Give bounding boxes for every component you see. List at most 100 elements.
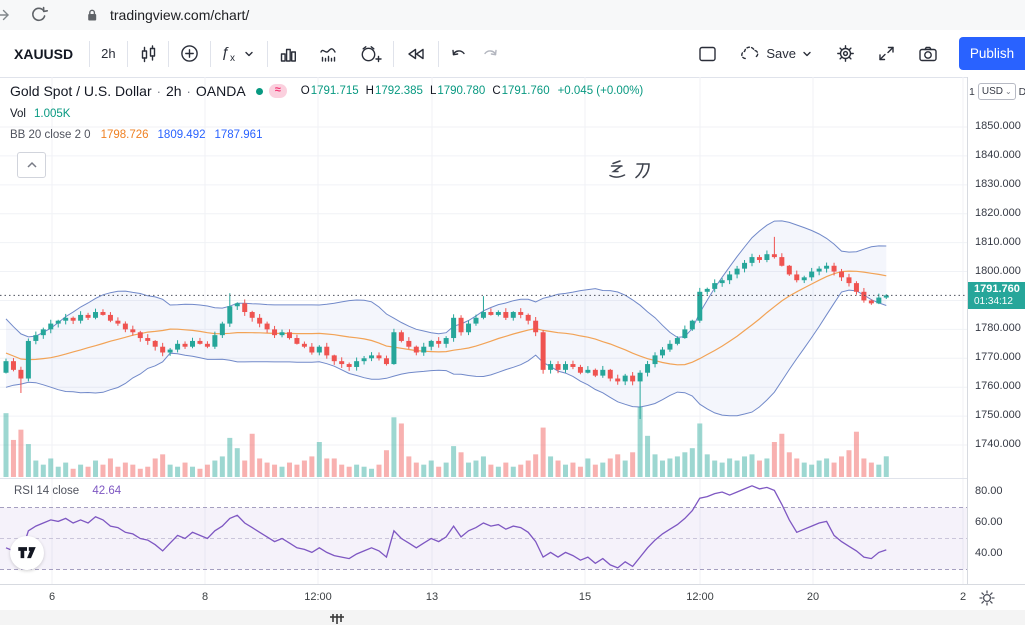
price-tick-label: 1750.000 [975,409,1021,422]
redo-button[interactable] [479,35,510,73]
cloud-icon [741,46,759,60]
chart-canvas[interactable] [0,77,968,584]
interval-button[interactable]: 2h [101,46,116,61]
low-value: 1790.780 [437,85,486,97]
rsi-line [5,485,887,569]
currency-selector[interactable]: USD ⌄ [977,83,1016,100]
forecast-button[interactable] [308,35,348,73]
fullscreen-button[interactable] [866,35,907,73]
price-tick-label: 1740.000 [975,438,1021,450]
last-price-badge: 1791.760 01:34:12 [968,282,1025,309]
chevron-up-icon [26,161,37,168]
axis-unit-row: 1 USD ⌄ D [969,83,1025,100]
compare-button[interactable] [169,35,210,73]
replay-button[interactable] [394,35,438,73]
publish-button[interactable]: Publish [959,37,1025,70]
bottom-strip [0,610,1025,625]
open-value: 1791.715 [310,85,359,97]
toolbar-separator [392,40,394,67]
last-price: 1791.760 [974,283,1020,295]
reload-icon[interactable] [30,6,48,24]
indicators-button[interactable]: ƒx [211,35,267,73]
fx-icon: ƒx [221,43,235,64]
price-tick-label: 1760.000 [975,380,1021,393]
candlesticks [3,236,889,419]
bar-chart-icon [280,48,296,62]
volume-label[interactable]: Vol [10,108,26,120]
line-bars-icon [320,47,336,62]
price-tick-label: 1820.000 [975,206,1021,219]
chart-region: Gold Spot / U.S. Dollar · 2h · OANDA ≈ O… [0,77,1025,611]
delayed-data-badge[interactable]: ≈ [268,84,287,98]
price-tick-label: 1830.000 [975,177,1021,190]
dot-separator: · [186,83,191,99]
theme-sun-icon[interactable] [977,588,997,608]
save-label: Save [766,46,796,61]
undo-button[interactable] [439,35,479,73]
axis-separator [967,77,968,610]
legend-exchange[interactable]: OANDA [195,83,246,99]
chevron-down-icon [245,51,253,56]
chart-legend: Gold Spot / U.S. Dollar · 2h · OANDA ≈ O… [10,83,643,141]
legend-interval[interactable]: 2h [165,83,182,99]
time-tick-label: 20 [806,591,820,603]
time-tick-label: 15 [578,591,592,603]
toolbar-separator [437,40,439,67]
price-tick-label: 1840.000 [975,148,1021,161]
bb-label[interactable]: BB 20 close 2 0 [10,129,91,141]
camera-icon [919,46,937,61]
symbol-button[interactable]: XAUUSD [14,45,74,62]
lock-icon [88,9,97,20]
price-tick-label: 1770.000 [975,351,1021,364]
unit-prefix: 1 [969,85,975,98]
volume-value: 1.005K [34,108,71,120]
rsi-label[interactable]: RSI 14 close [14,485,80,497]
time-tick-label: 2 [959,591,967,603]
candlestick-icon [141,44,155,62]
chart-toolbar: XAUUSD 2h ƒx [0,30,1025,78]
price-axis[interactable]: 1 USD ⌄ D 1791.760 01:34:12 1850.000 1840.… [968,77,1025,584]
save-button[interactable]: Save [728,35,825,73]
bb-upper-value: 1809.492 [157,129,206,141]
rsi-tick-label: 40.00 [975,547,1003,559]
collapse-pane-button[interactable] [17,152,46,178]
time-tick-label: 8 [201,591,209,603]
plus-circle-icon [180,45,198,62]
chart-type-button[interactable] [128,35,168,73]
redo-icon [484,49,497,55]
fullscreen-icon [879,46,894,61]
market-status-dot[interactable] [255,87,263,95]
layout-square-icon [699,46,717,61]
bb-basis-value: 1798.726 [100,129,149,141]
time-tick-label: 12:00 [304,591,332,603]
chart-text-annotation[interactable]: 乏力 [608,159,654,179]
settings-button[interactable] [825,35,866,73]
tradingview-logo[interactable] [10,536,44,570]
alert-button[interactable] [348,35,393,73]
toolbar-separator [167,40,169,67]
time-axis[interactable]: 6 8 12:00 13 15 12:00 20 2 [0,584,1025,611]
replay-icon [408,48,424,59]
forward-icon[interactable] [0,6,12,24]
chevron-down-icon[interactable] [800,47,814,61]
gear-icon [837,45,854,62]
toolbar-separator [126,40,128,67]
url-text[interactable]: tradingview.com/chart/ [110,7,250,23]
tv-logo-icon [18,547,36,559]
alarm-plus-icon [361,45,382,62]
screenshot-button[interactable] [907,35,949,73]
indicator-templates-button[interactable] [268,35,308,73]
symbol-title[interactable]: Gold Spot / U.S. Dollar [10,83,152,99]
price-tick-label: 1800.000 [975,264,1021,277]
layout-button[interactable] [687,35,728,73]
time-tick-label: 12:00 [686,591,714,603]
rsi-value: 42.64 [92,485,122,497]
time-tick-label: 6 [48,591,56,603]
pane-separator[interactable] [0,478,1025,479]
high-value: 1792.385 [374,85,423,97]
time-tick-label: 13 [425,591,439,603]
toolbar-separator [209,40,211,67]
close-value: 1791.760 [501,85,550,97]
annotation-glyphs [609,160,650,179]
